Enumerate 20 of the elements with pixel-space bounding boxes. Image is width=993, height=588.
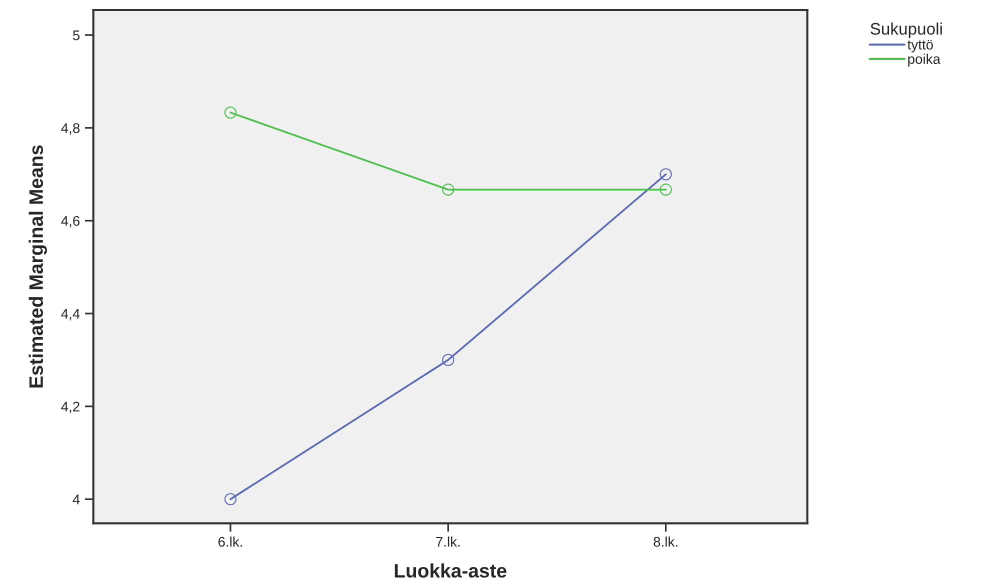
y-axis-title: Estimated Marginal Means — [28, 145, 47, 388]
point — [224, 493, 237, 506]
y-tick-label: 4 — [72, 494, 80, 504]
x-axis-title: Luokka-aste — [394, 563, 506, 578]
y-tick-label: 4,6 — [61, 216, 80, 228]
point — [660, 184, 672, 196]
legend-title: Sukupuoli — [870, 22, 942, 38]
point — [660, 168, 672, 180]
x-tick-label: 8.lk. — [654, 536, 678, 547]
y-tick-label: 4,8 — [61, 123, 80, 135]
x-tick-label: 6.lk. — [218, 536, 242, 547]
y-tick-label: 4,2 — [61, 402, 80, 414]
point — [442, 184, 454, 196]
point — [224, 106, 237, 119]
point — [442, 354, 454, 366]
legend-label: poika — [908, 54, 940, 67]
legend-label: tyttö — [907, 40, 933, 52]
y-tick-label: 5 — [72, 30, 80, 40]
y-tick-label: 4,4 — [61, 309, 80, 320]
x-tick-label: 7.lk. — [436, 536, 460, 547]
